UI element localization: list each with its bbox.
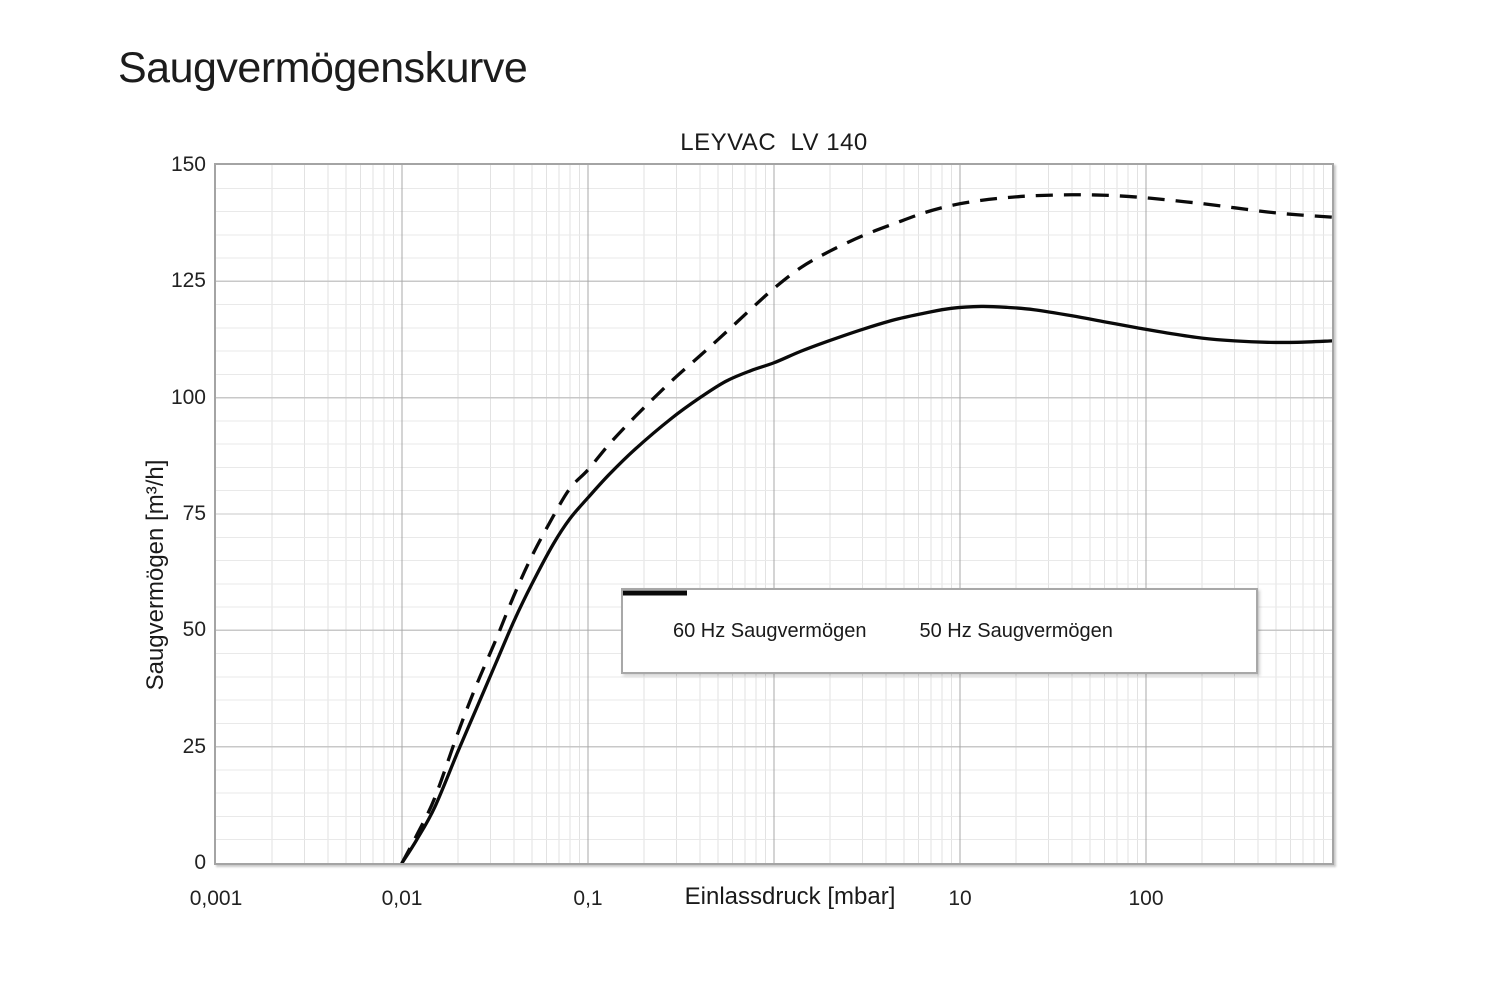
y-axis-tick-labels: 0 25 50 75 100 125 150 [120, 154, 206, 873]
y-tick-label: 50 [182, 618, 206, 642]
x-tick-label: 10 [948, 887, 972, 910]
x-tick-label: 0,1 [573, 887, 603, 910]
page-title: Saugvermögenskurve [118, 44, 528, 92]
legend-label-50hz: 50 Hz Saugvermögen [919, 619, 1113, 642]
plot-area: 60 Hz Saugvermögen 50 Hz Saugvermögen [214, 163, 1334, 865]
legend-item-60hz: 60 Hz Saugvermögen [623, 590, 867, 643]
x-tick-label: 0,01 [381, 887, 423, 910]
y-tick-label: 150 [170, 153, 206, 177]
y-tick-label: 125 [170, 269, 206, 293]
y-tick-label: 25 [182, 734, 206, 758]
y-tick-label: 100 [170, 385, 206, 409]
legend-label-60hz: 60 Hz Saugvermögen [673, 619, 867, 642]
legend: 60 Hz Saugvermögen 50 Hz Saugvermögen [621, 588, 1258, 674]
x-tick-label: 0,001 [189, 887, 243, 910]
x-axis-title: Einlassdruck [mbar] [684, 883, 896, 910]
x-tick-label: 100 [1128, 887, 1164, 910]
solid-line-sample-icon [623, 590, 687, 596]
y-tick-label: 0 [194, 851, 206, 875]
gridlines [216, 165, 1332, 863]
legend-item-50hz: 50 Hz Saugvermögen [623, 590, 1113, 643]
x-axis-tick-labels: 0,001 0,01 0,1 10 100 [190, 887, 1332, 918]
y-tick-label: 75 [182, 502, 206, 526]
chart-title: LEYVAC LV 140 [680, 129, 868, 156]
